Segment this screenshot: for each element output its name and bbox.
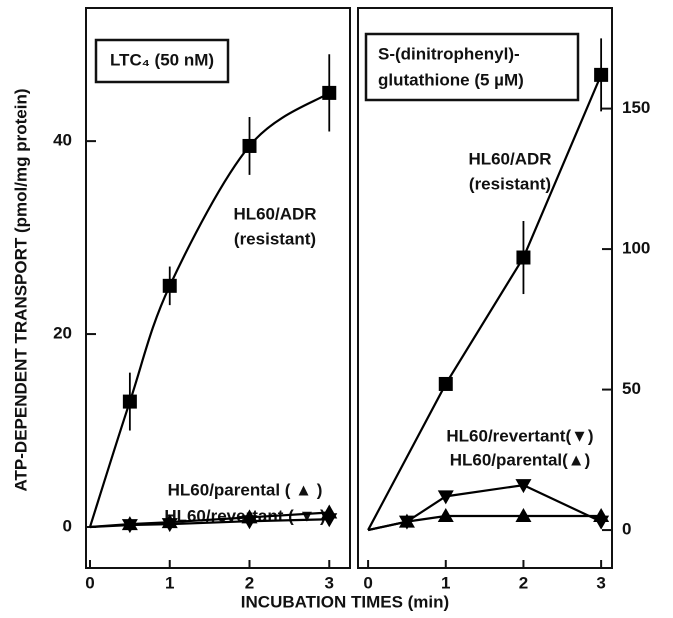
- x-tick-label: 1: [165, 573, 174, 592]
- marker: [122, 394, 137, 409]
- label-box: [364, 32, 580, 102]
- annotation: HL60/revertant(▼): [446, 426, 593, 445]
- y-tick-label: 150: [622, 98, 650, 117]
- label-box: [94, 38, 230, 84]
- x-tick-label: 0: [363, 573, 372, 592]
- marker: [437, 490, 454, 505]
- marker: [594, 67, 609, 82]
- box-text: glutathione (5 µM): [378, 70, 524, 89]
- annotation: HL60/ADR: [468, 149, 551, 168]
- plot-frame: [85, 7, 351, 569]
- annotation: (resistant): [469, 174, 551, 193]
- x-tick-label: 1: [441, 573, 450, 592]
- annotation: HL60/parental(▲): [450, 450, 591, 469]
- marker: [593, 508, 610, 523]
- box-text: LTC₄ (50 nM): [110, 50, 214, 69]
- series-line: [367, 74, 603, 531]
- y-tick-label: 0: [622, 520, 631, 539]
- y-tick-label: 100: [622, 239, 650, 258]
- marker: [161, 518, 178, 533]
- x-axis-label: INCUBATION TIMES (min): [241, 592, 449, 611]
- marker: [398, 513, 415, 528]
- x-tick-label: 2: [519, 573, 528, 592]
- marker: [515, 479, 532, 494]
- series-line: [88, 91, 330, 528]
- marker: [437, 508, 454, 523]
- annotation: HL60/parental ( ▲ ): [168, 480, 323, 499]
- marker: [242, 138, 257, 153]
- y-tick-label: 20: [53, 324, 72, 343]
- x-tick-label: 3: [596, 573, 605, 592]
- marker: [162, 278, 177, 293]
- marker: [438, 376, 453, 391]
- marker: [515, 508, 532, 523]
- annotation: (resistant): [234, 229, 316, 248]
- marker: [516, 250, 531, 265]
- x-tick-label: 0: [85, 573, 94, 592]
- box-text: S-(dinitrophenyl)-: [378, 44, 520, 63]
- y-tick-label: 0: [63, 516, 72, 535]
- plot-frame: [357, 7, 613, 569]
- annotation: HL60/ADR: [233, 204, 316, 223]
- marker: [121, 519, 138, 534]
- x-tick-label: 3: [325, 573, 334, 592]
- marker: [241, 515, 258, 530]
- y-tick-label: 50: [622, 379, 641, 398]
- marker: [321, 513, 338, 528]
- x-tick-label: 2: [245, 573, 254, 592]
- y-tick-label: 40: [53, 131, 72, 150]
- y-axis-label: ATP-DEPENDENT TRANSPORT (pmol/mg protein…: [11, 89, 30, 492]
- marker: [322, 85, 337, 100]
